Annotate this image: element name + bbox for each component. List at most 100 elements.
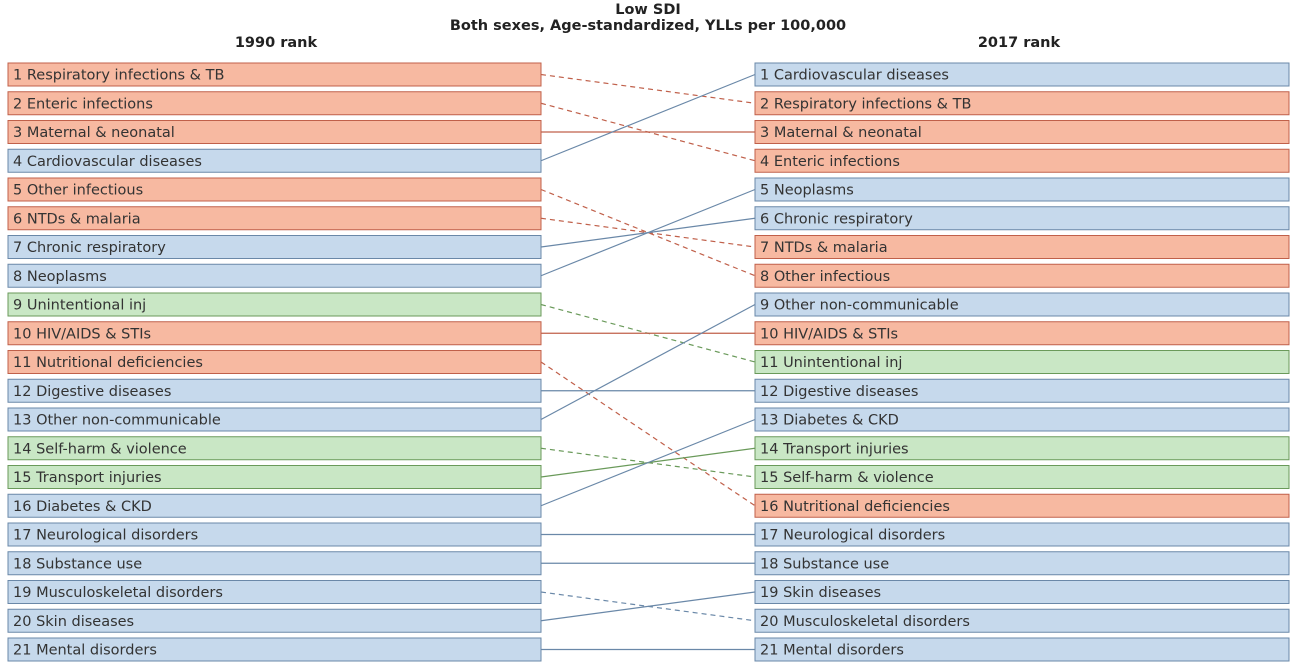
cause-name: Substance use	[783, 556, 889, 572]
rank-box	[754, 551, 1290, 576]
rank-box	[7, 91, 542, 116]
rank-label: 3 Maternal & neonatal	[13, 125, 175, 141]
rank-label: 13 Diabetes & CKD	[760, 413, 899, 429]
rank-number: 19	[13, 585, 31, 601]
cause-name: Cardiovascular diseases	[774, 68, 949, 84]
rank-number: 18	[13, 556, 31, 572]
rank-number: 17	[13, 528, 31, 544]
cause-name: NTDs & malaria	[774, 240, 888, 256]
left-header: 1990 rank	[235, 35, 318, 51]
cause-name: Cardiovascular diseases	[27, 154, 202, 170]
rank-box	[7, 292, 542, 317]
rank-box	[7, 263, 542, 288]
rank-box	[754, 608, 1290, 633]
right-header: 2017 rank	[978, 35, 1061, 51]
rank-number: 21	[13, 643, 31, 659]
cause-name: Musculoskeletal disorders	[36, 585, 223, 601]
rank-number: 18	[760, 556, 778, 572]
rank-label: 12 Digestive diseases	[760, 384, 918, 400]
cause-name: Mental disorders	[783, 643, 904, 659]
rank-label: 1 Cardiovascular diseases	[760, 68, 949, 84]
rank-box	[7, 465, 542, 489]
rank-label: 8 Neoplasms	[13, 269, 107, 285]
rank-box	[754, 522, 1290, 547]
rank-label: 16 Nutritional deficiencies	[760, 499, 950, 515]
rank-box	[7, 637, 542, 662]
connector	[540, 188, 756, 277]
rank-number: 16	[760, 499, 778, 515]
rank-number: 11	[760, 355, 778, 371]
rank-label: 19 Skin diseases	[760, 585, 881, 601]
rank-label: 9 Other non-communicable	[760, 298, 959, 314]
cause-name: Other non-communicable	[774, 298, 959, 314]
connector	[540, 188, 756, 277]
cause-name: Transport injuries	[35, 470, 162, 486]
cause-name: Skin diseases	[783, 585, 881, 601]
connector	[540, 303, 756, 421]
cause-name: Mental disorders	[36, 643, 157, 659]
rank-number: 3	[13, 125, 22, 141]
cause-name: Neoplasms	[774, 183, 854, 199]
rank-label: 11 Unintentional inj	[760, 355, 902, 371]
rank-label: 4 Cardiovascular diseases	[13, 154, 202, 170]
rank-label: 10 HIV/AIDS & STIs	[13, 326, 151, 342]
cause-name: NTDs & malaria	[27, 211, 141, 227]
rank-label: 20 Musculoskeletal disorders	[760, 614, 970, 630]
rank-number: 9	[760, 298, 769, 314]
rank-box	[754, 436, 1290, 461]
rank-number: 20	[760, 614, 778, 630]
rank-label: 5 Other infectious	[13, 183, 143, 199]
rank-box	[754, 465, 1290, 489]
rank-box	[754, 407, 1290, 432]
cause-name: Self-harm & violence	[36, 441, 187, 457]
rank-label: 4 Enteric infections	[760, 154, 900, 170]
cause-name: Other infectious	[774, 269, 890, 285]
rank-label: 20 Skin diseases	[13, 614, 134, 630]
rank-box	[754, 321, 1290, 346]
rank-label: 6 NTDs & malaria	[13, 211, 141, 227]
cause-name: Neurological disorders	[783, 528, 945, 544]
rank-label: 16 Diabetes & CKD	[13, 499, 152, 515]
rank-number: 12	[760, 384, 778, 400]
cause-name: Maternal & neonatal	[774, 125, 922, 141]
rank-box	[754, 580, 1290, 604]
subtitle: Both sexes, Age-standardized, YLLs per 1…	[450, 18, 846, 34]
rank-number: 1	[760, 68, 769, 84]
rank-label: 18 Substance use	[760, 556, 889, 572]
rank-box	[754, 120, 1290, 144]
rank-box	[754, 263, 1290, 288]
rank-number: 21	[760, 643, 778, 659]
rank-number: 1	[13, 68, 22, 84]
cause-name: Unintentional inj	[783, 355, 902, 371]
rank-number: 16	[13, 499, 31, 515]
cause-name: Enteric infections	[27, 96, 153, 112]
rank-box	[7, 378, 542, 403]
rank-number: 5	[13, 183, 22, 199]
rank-label: 7 NTDs & malaria	[760, 240, 888, 256]
rank-label: 2 Enteric infections	[13, 96, 153, 112]
rank-number: 4	[760, 154, 769, 170]
rank-label: 14 Transport injuries	[760, 441, 909, 457]
connector	[540, 591, 756, 622]
cause-name: Neurological disorders	[36, 528, 198, 544]
rank-box	[754, 177, 1290, 202]
rank-number: 11	[13, 355, 31, 371]
rank-label: 8 Other infectious	[760, 269, 890, 285]
cause-name: Diabetes & CKD	[783, 413, 899, 429]
connector	[540, 361, 756, 507]
cause-name: Diabetes & CKD	[36, 499, 152, 515]
rank-number: 6	[13, 211, 22, 227]
rank-box	[7, 321, 542, 346]
rank-label: 21 Mental disorders	[760, 643, 904, 659]
rank-number: 5	[760, 183, 769, 199]
cause-name: Transport injuries	[782, 441, 909, 457]
rank-number: 2	[760, 96, 769, 112]
rank-number: 8	[760, 269, 769, 285]
rank-box	[7, 350, 542, 374]
rank-box	[7, 608, 542, 633]
rank-box	[754, 206, 1290, 231]
rank-label: 13 Other non-communicable	[13, 413, 221, 429]
rank-box	[7, 120, 542, 144]
